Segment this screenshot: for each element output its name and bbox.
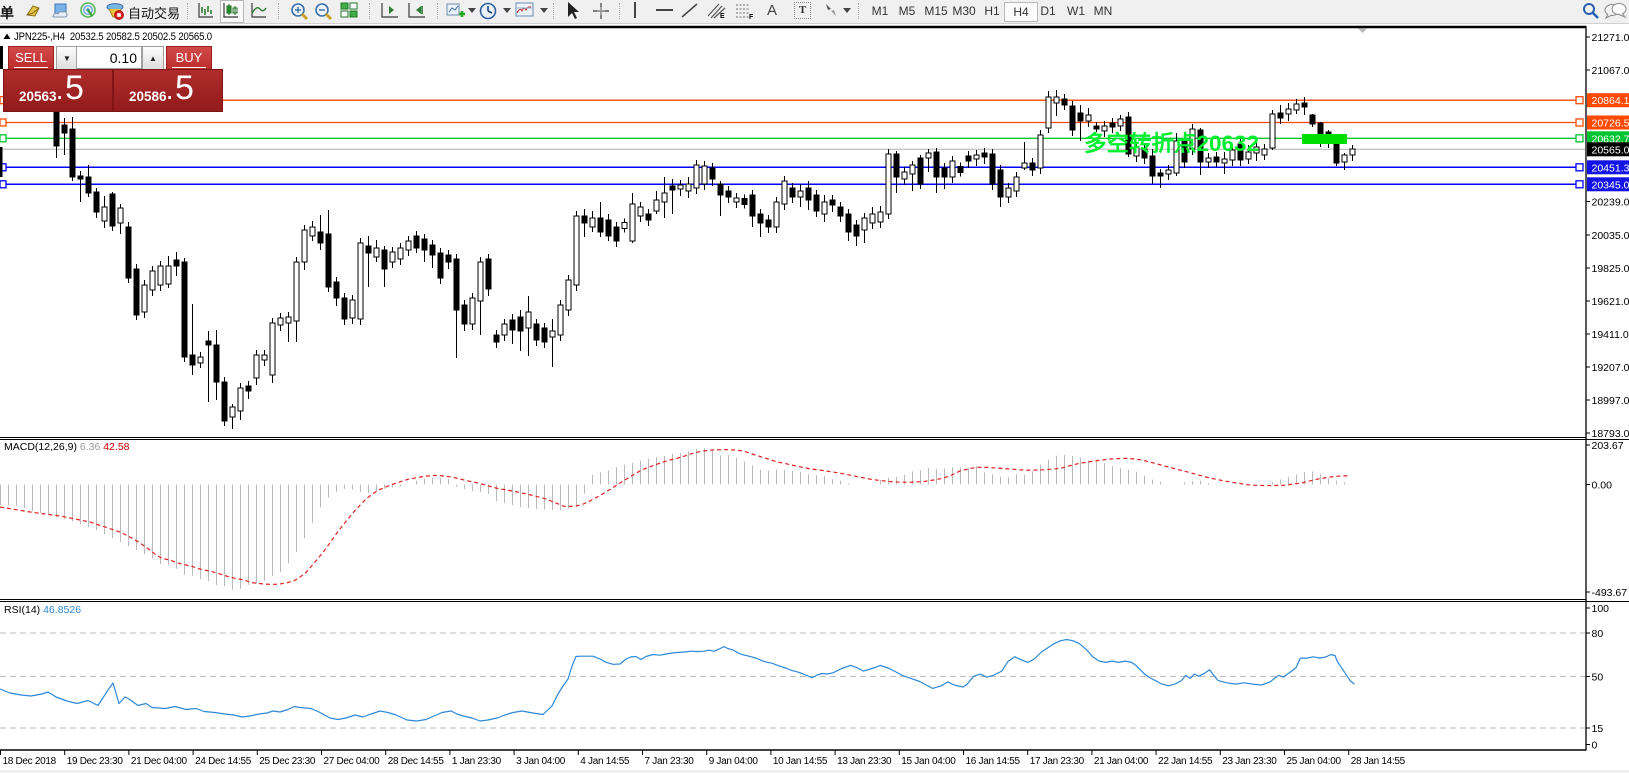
- svg-text:100: 100: [1592, 603, 1610, 615]
- svg-text:多空转折点20632: 多空转折点20632: [1084, 131, 1259, 156]
- svg-text:17 Jan 23:30: 17 Jan 23:30: [1030, 756, 1085, 767]
- svg-text:16 Jan 14:55: 16 Jan 14:55: [966, 756, 1021, 767]
- svg-text:19411.0: 19411.0: [1592, 329, 1629, 341]
- svg-text:21271.0: 21271.0: [1592, 32, 1629, 44]
- svg-text:E: E: [720, 13, 725, 19]
- svg-text:20726.5: 20726.5: [1592, 118, 1629, 130]
- svg-text:80: 80: [1592, 628, 1604, 640]
- svg-text:28 Jan 14:55: 28 Jan 14:55: [1351, 756, 1406, 767]
- svg-text:27 Dec 04:00: 27 Dec 04:00: [324, 756, 381, 767]
- svg-text:15: 15: [1592, 723, 1604, 735]
- svg-text:4 Jan 14:55: 4 Jan 14:55: [580, 756, 630, 767]
- svg-text:203.67: 203.67: [1592, 440, 1624, 452]
- svg-text:1 Jan 23:30: 1 Jan 23:30: [452, 756, 502, 767]
- svg-text:JPN225-,H4 20532.5 20582.5 20: JPN225-,H4 20532.5 20582.5 20502.5 20565…: [14, 31, 212, 43]
- svg-text:MACD(12,26,9) 6.36 42.58: MACD(12,26,9) 6.36 42.58: [4, 441, 130, 453]
- svg-text:19 Dec 23:30: 19 Dec 23:30: [67, 756, 124, 767]
- svg-text:18 Dec 2018: 18 Dec 2018: [3, 756, 57, 767]
- svg-text:18793.0: 18793.0: [1592, 428, 1629, 440]
- svg-text:15 Jan 04:00: 15 Jan 04:00: [901, 756, 956, 767]
- svg-text:28 Dec 14:55: 28 Dec 14:55: [388, 756, 445, 767]
- svg-text:25 Dec 23:30: 25 Dec 23:30: [259, 756, 316, 767]
- svg-text:22 Jan 14:55: 22 Jan 14:55: [1158, 756, 1213, 767]
- svg-text:21067.0: 21067.0: [1592, 65, 1629, 77]
- svg-text:0.00: 0.00: [1592, 480, 1613, 492]
- svg-text:21 Dec 04:00: 21 Dec 04:00: [131, 756, 188, 767]
- svg-text:0: 0: [1592, 740, 1598, 752]
- svg-text:20864.1: 20864.1: [1592, 95, 1629, 107]
- svg-text:20035.0: 20035.0: [1592, 230, 1629, 242]
- svg-text:20239.0: 20239.0: [1592, 197, 1629, 209]
- svg-text:25 Jan 04:00: 25 Jan 04:00: [1287, 756, 1342, 767]
- svg-text:-493.67: -493.67: [1592, 587, 1628, 599]
- svg-text:RSI(14) 46.8526: RSI(14) 46.8526: [4, 604, 81, 616]
- svg-text:20565.0: 20565.0: [1592, 144, 1629, 156]
- svg-text:3 Jan 04:00: 3 Jan 04:00: [516, 756, 566, 767]
- svg-text:7 Jan 23:30: 7 Jan 23:30: [645, 756, 695, 767]
- svg-text:19825.0: 19825.0: [1592, 263, 1629, 275]
- svg-text:9 Jan 04:00: 9 Jan 04:00: [709, 756, 759, 767]
- svg-text:18997.0: 18997.0: [1592, 395, 1629, 407]
- svg-text:24 Dec 14:55: 24 Dec 14:55: [195, 756, 252, 767]
- svg-text:10 Jan 14:55: 10 Jan 14:55: [773, 756, 828, 767]
- svg-text:20451.3: 20451.3: [1592, 162, 1629, 174]
- svg-text:19621.0: 19621.0: [1592, 296, 1629, 308]
- svg-text:20345.0: 20345.0: [1592, 179, 1629, 191]
- svg-text:50: 50: [1592, 672, 1604, 684]
- svg-text:13 Jan 23:30: 13 Jan 23:30: [837, 756, 892, 767]
- svg-text:19207.0: 19207.0: [1592, 362, 1629, 374]
- svg-text:21 Jan 04:00: 21 Jan 04:00: [1094, 756, 1149, 767]
- svg-text:23 Jan 23:30: 23 Jan 23:30: [1222, 756, 1277, 767]
- svg-text:F: F: [749, 14, 754, 19]
